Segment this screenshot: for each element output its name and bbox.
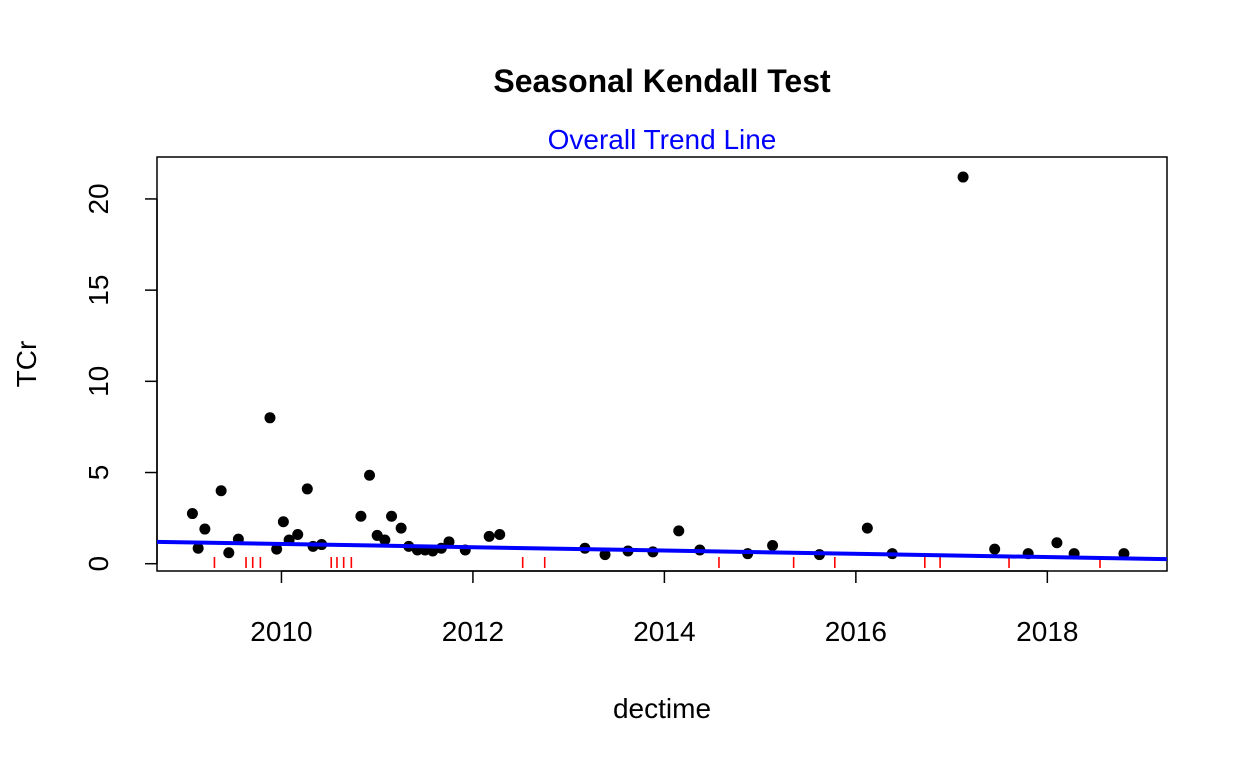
data-point bbox=[767, 539, 779, 551]
y-tick-label: 20 bbox=[83, 183, 114, 214]
y-tick-label: 0 bbox=[83, 556, 114, 572]
data-point bbox=[301, 483, 313, 495]
data-point bbox=[483, 530, 495, 542]
x-tick-label: 2014 bbox=[633, 616, 695, 647]
y-tick-label: 10 bbox=[83, 366, 114, 397]
chart-subtitle: Overall Trend Line bbox=[548, 124, 777, 155]
x-tick-label: 2018 bbox=[1016, 616, 1078, 647]
y-tick-label: 15 bbox=[83, 275, 114, 306]
data-point bbox=[271, 543, 283, 555]
plot-frame bbox=[156, 156, 1168, 572]
x-tick-label: 2010 bbox=[250, 616, 312, 647]
data-point bbox=[192, 542, 204, 554]
x-tick-label: 2016 bbox=[825, 616, 887, 647]
x-axis: 2010 2012 2014 2016 2018 bbox=[250, 570, 1078, 647]
y-tick-label: 5 bbox=[83, 465, 114, 481]
data-point bbox=[386, 510, 398, 522]
data-point bbox=[494, 529, 506, 541]
rug-ticks bbox=[213, 557, 1101, 568]
data-point bbox=[199, 523, 211, 535]
data-point bbox=[186, 508, 198, 520]
data-point bbox=[292, 529, 304, 541]
data-point bbox=[673, 525, 685, 537]
y-axis: 0 5 10 15 20 bbox=[83, 183, 158, 572]
data-point bbox=[957, 171, 969, 183]
y-axis-label: TCr bbox=[11, 341, 42, 388]
chart-title: Seasonal Kendall Test bbox=[493, 63, 831, 99]
data-point bbox=[215, 485, 227, 497]
data-point bbox=[1051, 537, 1063, 549]
x-axis-label: dectime bbox=[613, 693, 711, 724]
overall-trend-line bbox=[156, 539, 1168, 562]
data-point bbox=[443, 536, 455, 548]
trend-line-group bbox=[156, 539, 1168, 562]
data-point bbox=[395, 522, 407, 534]
data-point bbox=[277, 516, 289, 528]
data-point bbox=[223, 547, 235, 559]
data-point bbox=[379, 534, 391, 546]
data-point bbox=[264, 412, 276, 424]
data-points bbox=[186, 171, 1130, 561]
data-point bbox=[364, 469, 376, 481]
data-point bbox=[355, 510, 367, 522]
data-point bbox=[861, 522, 873, 534]
data-point bbox=[599, 549, 611, 561]
data-point bbox=[989, 543, 1001, 555]
x-tick-label: 2012 bbox=[442, 616, 504, 647]
